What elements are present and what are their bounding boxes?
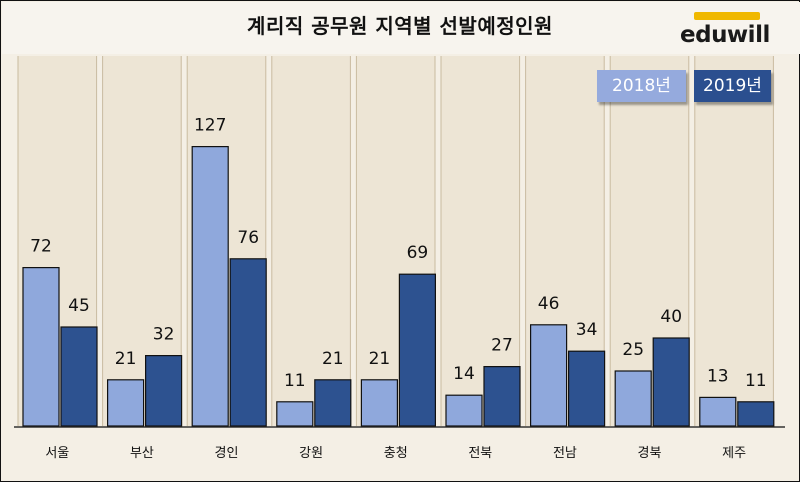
data-label-2019: 21 [322, 349, 344, 369]
brand-logo: eduwill [680, 22, 770, 48]
category-label: 전남 [553, 446, 577, 461]
bar-2019 [60, 326, 98, 427]
data-label-2018: 13 [707, 366, 729, 386]
category-label: 경인 [215, 446, 239, 461]
bar-2018 [614, 370, 652, 427]
data-label-2018: 72 [30, 237, 52, 257]
bar-2019 [483, 366, 521, 427]
bar-2018 [22, 267, 60, 427]
title-band [2, 2, 800, 54]
data-label-2019: 34 [576, 320, 598, 340]
bar-2019 [652, 337, 690, 427]
data-label-2018: 25 [622, 340, 644, 360]
data-label-2018: 11 [284, 371, 306, 391]
column-stripe [441, 56, 520, 426]
data-label-2019: 40 [660, 307, 682, 327]
column-stripe [271, 56, 351, 426]
data-label-2018: 21 [115, 349, 137, 369]
category-label: 경북 [638, 446, 662, 461]
category-label: 전북 [468, 446, 492, 461]
bar-2018 [106, 379, 145, 427]
category-label: 제주 [722, 446, 746, 461]
bar-2018 [191, 146, 229, 427]
chart-title: 계리직 공무원 지역별 선발예정인원 [247, 14, 553, 38]
data-label-2019: 32 [153, 325, 175, 345]
legend-2019: 2019년 [694, 70, 771, 102]
category-label: 부산 [130, 446, 154, 461]
bar-2018 [445, 394, 483, 427]
category-label: 서울 [45, 446, 69, 461]
data-label-2019: 27 [491, 336, 513, 356]
data-label-2018: 127 [194, 116, 226, 136]
bar-2019 [398, 273, 436, 427]
bar-2019 [229, 258, 267, 427]
bar-2018 [529, 324, 568, 427]
data-label-2019: 45 [68, 296, 90, 316]
data-label-2019: 69 [407, 243, 429, 263]
bar-2019 [567, 350, 606, 427]
logo-mark [694, 12, 760, 20]
bar-2019 [145, 355, 183, 427]
data-label-2019: 11 [745, 371, 767, 391]
category-label: 강원 [299, 446, 323, 461]
bar-2018 [360, 379, 398, 427]
legend-2018: 2018년 [597, 70, 686, 102]
data-label-2018: 46 [538, 294, 560, 314]
bar-2018 [276, 401, 314, 427]
bar-2018 [699, 396, 737, 427]
bar-2019 [737, 401, 775, 427]
bar-2019 [314, 379, 352, 427]
data-label-2018: 21 [369, 349, 391, 369]
column-stripe [694, 56, 774, 426]
category-label: 충청 [384, 446, 408, 461]
data-label-2019: 76 [237, 228, 259, 248]
data-label-2018: 14 [453, 364, 475, 384]
